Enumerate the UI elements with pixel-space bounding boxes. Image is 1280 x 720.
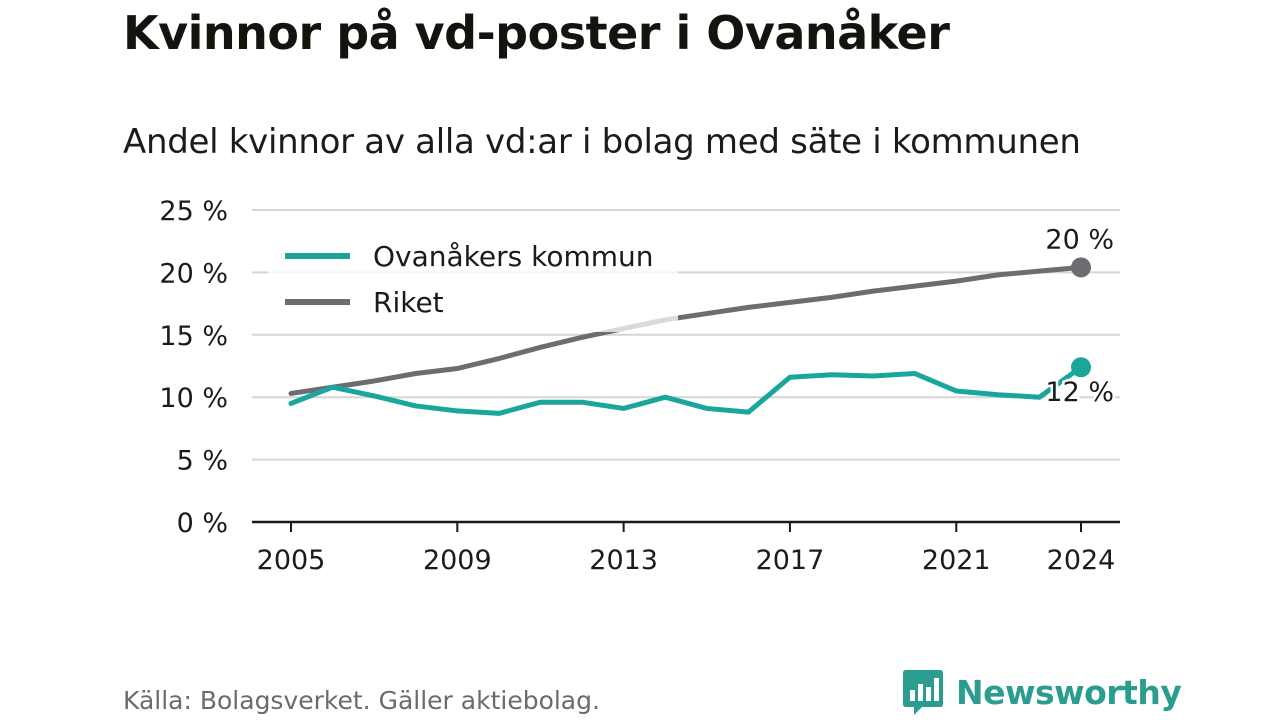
bar-chart-speech-bubble-icon — [903, 670, 943, 715]
x-tick-label: 2024 — [1047, 545, 1116, 576]
legend-label: Ovanåkers kommun — [373, 240, 654, 273]
x-tick-label: 2013 — [589, 545, 658, 576]
x-tick-label: 2005 — [257, 545, 326, 576]
y-tick-label: 15 % — [159, 321, 228, 352]
y-tick-label: 5 % — [177, 446, 228, 477]
line-chart: 0 % 5 % 10 % 15 % 20 % 25 % 2005 2009 2013 2017 20… — [159, 196, 1120, 576]
chart-subtitle: Andel kvinnor av alla vd:ar i bolag med … — [123, 122, 1081, 162]
y-tick-label: 0 % — [177, 508, 228, 539]
source-note: Källa: Bolagsverket. Gäller aktiebolag. — [123, 686, 600, 715]
newsworthy-logo: Newsworthy — [902, 668, 1182, 716]
series-line-ovanaker — [288, 364, 1084, 416]
end-value-label: 12 % — [1045, 377, 1114, 408]
legend-label: Riket — [373, 286, 444, 319]
y-tick-label: 25 % — [159, 196, 228, 227]
logo-text: Newsworthy — [956, 672, 1182, 712]
legend-background — [268, 232, 678, 332]
x-tick-label: 2017 — [756, 545, 825, 576]
x-tick-label: 2009 — [423, 545, 492, 576]
y-tick-label: 10 % — [159, 383, 228, 414]
series-line-riket — [288, 264, 1084, 396]
end-point — [1071, 257, 1091, 278]
end-value-label: 20 % — [1045, 224, 1114, 255]
x-tick-label: 2021 — [922, 545, 991, 576]
y-tick-label: 20 % — [159, 258, 228, 289]
end-point — [1071, 357, 1091, 378]
chart-title: Kvinnor på vd-poster i Ovanåker — [123, 6, 950, 60]
